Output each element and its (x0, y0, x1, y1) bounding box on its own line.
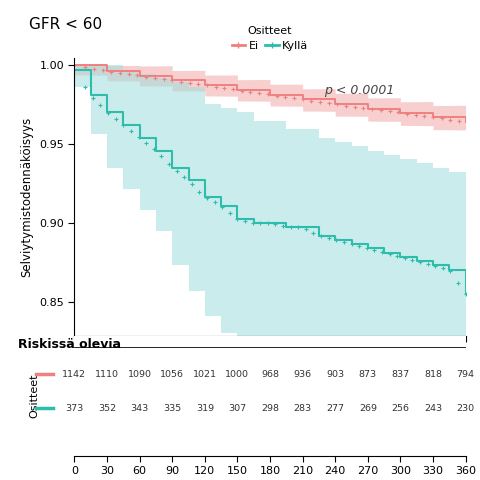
Text: 936: 936 (294, 370, 312, 379)
Text: 230: 230 (456, 404, 475, 413)
Text: 1000: 1000 (226, 370, 250, 379)
Text: 818: 818 (424, 370, 442, 379)
Text: 256: 256 (391, 404, 409, 413)
Text: Riskissä olevia: Riskissä olevia (18, 338, 121, 351)
Text: 352: 352 (98, 404, 116, 413)
Text: 373: 373 (65, 404, 84, 413)
Text: 1056: 1056 (160, 370, 184, 379)
Legend: Ei, Kyllä: Ei, Kyllä (228, 21, 312, 56)
Text: 1142: 1142 (62, 370, 86, 379)
Text: 343: 343 (131, 404, 149, 413)
Text: GFR < 60: GFR < 60 (29, 17, 102, 32)
Text: 319: 319 (196, 404, 214, 413)
Text: 277: 277 (326, 404, 344, 413)
Text: 903: 903 (326, 370, 344, 379)
Text: 269: 269 (359, 404, 377, 413)
Text: 1110: 1110 (95, 370, 119, 379)
Text: 968: 968 (261, 370, 279, 379)
Y-axis label: Selviytymistodennäköisyys: Selviytymistodennäköisyys (21, 117, 34, 277)
Text: 794: 794 (456, 370, 475, 379)
Text: 243: 243 (424, 404, 442, 413)
Text: 283: 283 (294, 404, 312, 413)
Text: 335: 335 (163, 404, 181, 413)
Text: 873: 873 (359, 370, 377, 379)
Text: p < 0.0001: p < 0.0001 (324, 84, 395, 97)
Text: 1021: 1021 (193, 370, 217, 379)
Text: 1090: 1090 (128, 370, 152, 379)
Y-axis label: Ositteet: Ositteet (30, 374, 40, 419)
Text: 837: 837 (391, 370, 409, 379)
Text: 298: 298 (261, 404, 279, 413)
Text: 307: 307 (228, 404, 246, 413)
